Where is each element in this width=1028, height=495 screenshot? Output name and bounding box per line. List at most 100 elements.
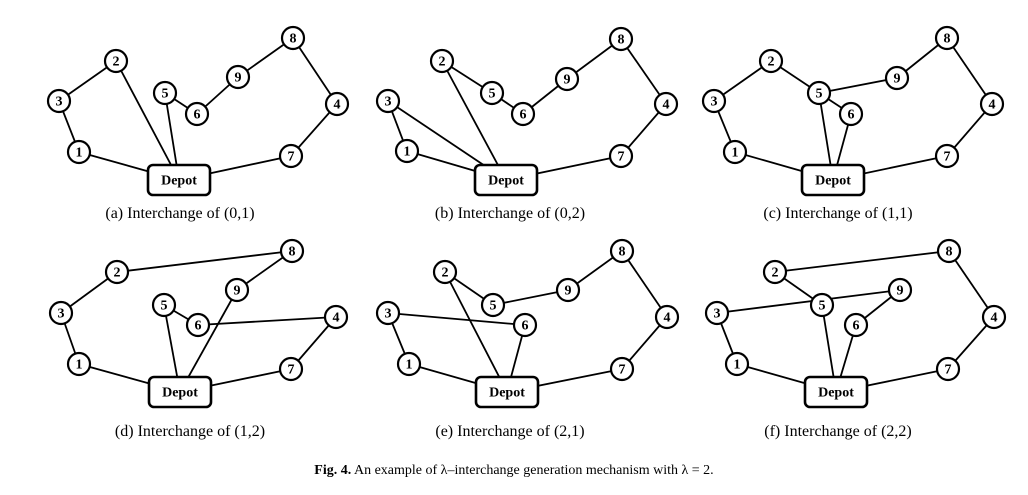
node-label-2: 2 (772, 266, 779, 281)
node-label-5: 5 (489, 87, 496, 102)
depot-node: Depot (803, 375, 869, 409)
node-7: 7 (278, 356, 304, 382)
node-label-6: 6 (848, 108, 855, 123)
panel-caption-f: (f) Interchange of (2,2) (764, 423, 911, 440)
node-label-2: 2 (768, 55, 775, 70)
node-label-6: 6 (520, 108, 527, 123)
edge-6-4 (197, 316, 337, 326)
node-label-3: 3 (385, 95, 392, 110)
figure-caption: Fig. 4. An example of λ–interchange gene… (0, 463, 1028, 479)
depot-label: Depot (815, 174, 851, 189)
depot-label: Depot (488, 174, 524, 189)
node-5: 5 (809, 292, 835, 318)
node-label-3: 3 (711, 95, 718, 110)
node-label-4: 4 (663, 98, 670, 113)
node-5: 5 (479, 80, 505, 106)
edge-2-8 (774, 250, 950, 273)
node-7: 7 (609, 356, 635, 382)
node-4: 4 (324, 91, 350, 117)
node-label-8: 8 (618, 33, 625, 48)
node-9: 9 (225, 64, 251, 90)
node-3: 3 (704, 300, 730, 326)
node-7: 7 (278, 143, 304, 169)
node-4: 4 (653, 91, 679, 117)
node-4: 4 (323, 304, 349, 330)
panel-caption-e: (e) Interchange of (2,1) (435, 423, 584, 440)
edge-2-depot (115, 60, 180, 181)
node-label-5: 5 (819, 299, 826, 314)
node-label-4: 4 (989, 98, 996, 113)
edge-5-9 (492, 289, 569, 306)
node-7: 7 (934, 143, 960, 169)
node-label-1: 1 (76, 146, 83, 161)
node-1: 1 (66, 351, 92, 377)
node-label-7: 7 (619, 363, 626, 378)
node-5: 5 (806, 80, 832, 106)
panel-b: Depot 1 2 3 4 5 6 7 8 9 (375, 26, 679, 197)
node-4: 4 (981, 304, 1007, 330)
node-label-1: 1 (406, 358, 413, 373)
node-label-1: 1 (76, 358, 83, 373)
node-2: 2 (432, 259, 458, 285)
node-label-1: 1 (404, 145, 411, 160)
node-3: 3 (46, 88, 72, 114)
edge-8-4 (946, 37, 993, 105)
node-9: 9 (224, 277, 250, 303)
node-3: 3 (48, 300, 74, 326)
depot-node: Depot (474, 375, 540, 409)
node-8: 8 (609, 238, 635, 264)
node-label-6: 6 (522, 319, 529, 334)
panel-caption-d: (d) Interchange of (1,2) (115, 423, 265, 440)
node-label-4: 4 (991, 311, 998, 326)
node-label-6: 6 (194, 108, 201, 123)
node-label-5: 5 (816, 87, 823, 102)
node-label-1: 1 (734, 358, 741, 373)
panel-d: Depot 1 2 3 4 5 6 7 8 9 (48, 238, 349, 409)
edge-3-9 (716, 289, 901, 314)
node-6: 6 (838, 101, 864, 127)
node-label-8: 8 (619, 245, 626, 260)
node-5: 5 (480, 292, 506, 318)
node-label-7: 7 (944, 150, 951, 165)
depot-label: Depot (818, 386, 854, 401)
edge-2-8 (116, 250, 293, 273)
node-label-3: 3 (58, 307, 65, 322)
panel-caption-c: (c) Interchange of (1,1) (763, 205, 912, 222)
figure-caption-text: An example of λ–interchange generation m… (353, 463, 714, 478)
node-label-2: 2 (439, 55, 446, 70)
node-6: 6 (184, 101, 210, 127)
depot-node: Depot (146, 163, 212, 197)
node-1: 1 (66, 139, 92, 165)
node-label-4: 4 (664, 311, 671, 326)
node-label-7: 7 (945, 363, 952, 378)
node-label-8: 8 (944, 32, 951, 47)
edge-8-4 (620, 38, 667, 105)
node-9: 9 (887, 277, 913, 303)
node-2: 2 (762, 259, 788, 285)
node-4: 4 (979, 91, 1005, 117)
node-label-2: 2 (442, 266, 449, 281)
node-9: 9 (884, 65, 910, 91)
node-3: 3 (375, 88, 401, 114)
depot-node: Depot (800, 163, 866, 197)
node-label-6: 6 (195, 319, 202, 334)
node-label-4: 4 (333, 311, 340, 326)
node-label-2: 2 (114, 266, 121, 281)
node-label-7: 7 (618, 150, 625, 165)
node-8: 8 (608, 26, 634, 52)
depot-label: Depot (489, 386, 525, 401)
node-label-2: 2 (113, 55, 120, 70)
depot-label: Depot (162, 386, 198, 401)
edge-5-9 (818, 77, 898, 94)
node-label-9: 9 (234, 284, 241, 299)
node-1: 1 (722, 139, 748, 165)
panel-caption-a: (a) Interchange of (0,1) (105, 205, 254, 222)
node-label-8: 8 (946, 245, 953, 260)
node-label-7: 7 (288, 363, 295, 378)
node-7: 7 (608, 143, 634, 169)
depot-node: Depot (147, 375, 213, 409)
panel-e: Depot 1 2 3 4 5 6 7 8 9 (375, 238, 680, 409)
node-label-9: 9 (897, 284, 904, 299)
node-label-9: 9 (894, 72, 901, 87)
